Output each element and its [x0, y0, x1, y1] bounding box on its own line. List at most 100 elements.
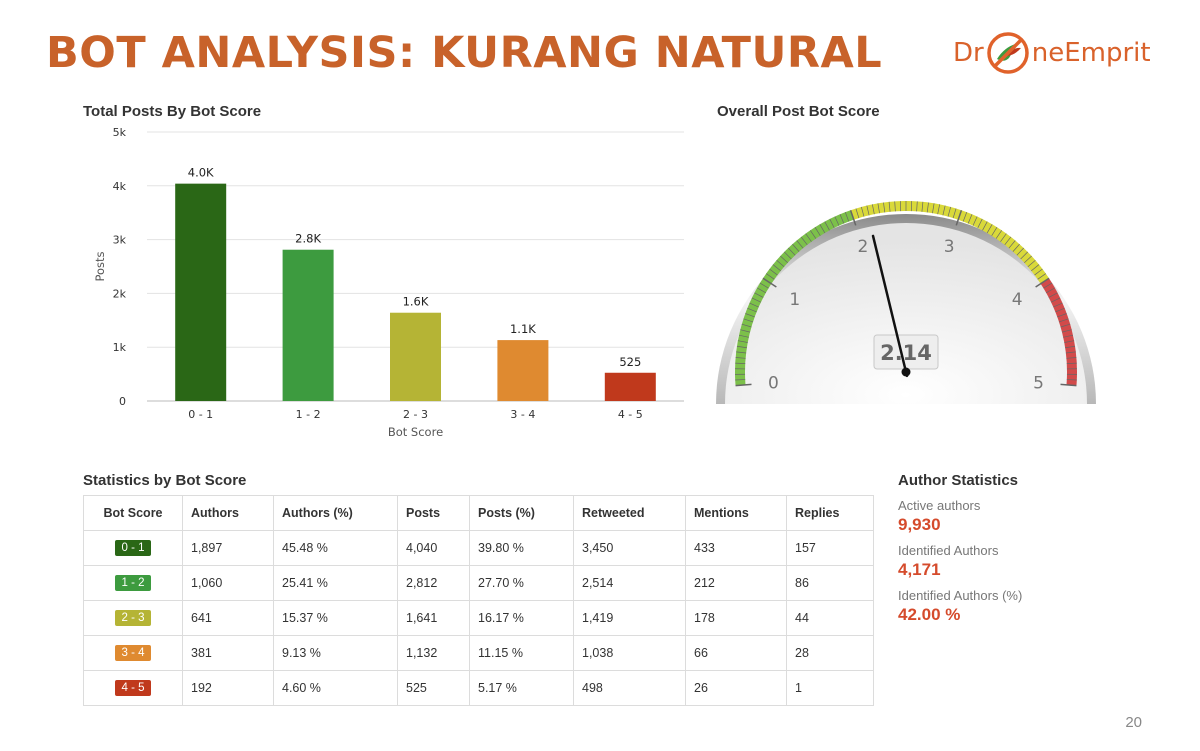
- gauge-tick: [1050, 297, 1061, 303]
- gauge-tick: [754, 292, 764, 298]
- gauge-tick: [780, 255, 788, 264]
- gauge-tick-label: 5: [1033, 374, 1044, 394]
- bot-score-badge: 4 - 5: [115, 680, 151, 696]
- gauge-tick: [1060, 383, 1077, 387]
- x-axis-label: Bot Score: [388, 425, 443, 439]
- page-number: 20: [1125, 714, 1142, 731]
- header-authors-pct: Authors (%): [273, 495, 398, 531]
- x-tick-label: 1 - 2: [296, 408, 321, 421]
- gauge-tick: [1012, 243, 1020, 252]
- gauge-tick: [783, 251, 792, 260]
- stat-label: Identified Authors: [898, 543, 999, 558]
- gauge-tick: [1055, 307, 1065, 313]
- drone-emprit-logo: Dr neEmprit: [953, 26, 1151, 80]
- replies-cell: 1: [786, 670, 874, 706]
- gauge-tick: [1024, 255, 1032, 264]
- gauge-tick: [986, 224, 993, 234]
- gauge-tick: [1060, 323, 1071, 328]
- gauge-tick: [888, 201, 891, 212]
- gauge-tick: [1027, 259, 1036, 268]
- authors-cell: 641: [182, 600, 274, 636]
- bot-score-gauge: 0 1 2 3 4 5 2.14: [716, 201, 1096, 404]
- bot-score-cell: 2 - 3: [83, 600, 183, 636]
- gauge-tick: [1000, 233, 1007, 242]
- gauge-tick: [921, 201, 924, 212]
- gauge-tick-label: 1: [789, 290, 800, 310]
- data-label: 525: [619, 355, 641, 369]
- gauge-tick: [1016, 247, 1024, 256]
- gauge-tick: [745, 313, 755, 318]
- bot-score-cell: 0 - 1: [83, 530, 183, 566]
- replies-cell: 86: [786, 565, 874, 601]
- gauge-tick: [737, 340, 748, 343]
- authors-pct-cell: 25.41 %: [273, 565, 398, 601]
- bot-score-cell: 4 - 5: [83, 670, 183, 706]
- gauge-tick: [1066, 362, 1077, 364]
- gauge-tick: [855, 208, 860, 219]
- posts-pct-cell: 27.70 %: [469, 565, 574, 601]
- gauge-tick: [991, 227, 998, 236]
- gauge-tick: [1043, 282, 1053, 289]
- gauge-tick: [883, 202, 886, 213]
- gauge-tick: [1064, 340, 1075, 343]
- replies-cell: 28: [786, 635, 874, 671]
- gauge-tick: [1046, 287, 1056, 294]
- stat-value: 9,930: [898, 515, 941, 534]
- gauge-needle: [871, 234, 909, 378]
- mentions-cell: 433: [685, 530, 787, 566]
- slide-title: BOT ANALYSIS: KURANG NATURAL: [46, 28, 883, 78]
- authors-cell: 1,897: [182, 530, 274, 566]
- data-label: 1.6K: [403, 295, 429, 309]
- gauge-tick: [824, 221, 830, 231]
- gauge-tick: [834, 216, 840, 226]
- bot-score-cell: 1 - 2: [83, 565, 183, 601]
- gauge-tick: [982, 221, 988, 231]
- header-posts: Posts: [397, 495, 470, 531]
- author-stats-title: Author Statistics: [898, 472, 1019, 489]
- gauge-tick: [1004, 236, 1012, 246]
- gauge-value-label: 2.14: [880, 341, 932, 365]
- replies-cell: 157: [786, 530, 874, 566]
- gauge-tick: [735, 383, 752, 387]
- gauge-tick: [1048, 292, 1058, 298]
- y-axis-label: Posts: [93, 251, 107, 281]
- gauge-title: Overall Post Bot Score: [717, 103, 880, 120]
- gauge-tick: [800, 236, 808, 246]
- gauge-tick: [747, 307, 757, 313]
- header-replies: Replies: [786, 495, 874, 531]
- gauge-tick: [769, 268, 778, 276]
- bot-score-statistics-table: Bot Score Authors Authors (%) Posts Post…: [83, 495, 874, 706]
- y-tick-label: 5k: [113, 126, 127, 139]
- header-authors: Authors: [182, 495, 274, 531]
- posts-pct-cell: 39.80 %: [469, 530, 574, 566]
- gauge-tick: [736, 351, 747, 354]
- authors-pct-cell: 9.13 %: [273, 635, 398, 671]
- gauge-tick: [1066, 357, 1077, 359]
- gauge-tick: [738, 334, 749, 338]
- mentions-cell: 178: [685, 600, 787, 636]
- gauge-tick: [952, 208, 957, 219]
- posts-bar-chart: 0 1k 2k 3k 4k 5k 4.0K 0 - 1 2.8K 1 - 2 1.6K 2 - 3 1.…: [93, 126, 684, 439]
- x-tick-label: 2 - 3: [403, 408, 428, 421]
- mentions-cell: 66: [685, 635, 787, 671]
- gauge-tick: [916, 201, 918, 212]
- gauge-tick: [1035, 277, 1050, 288]
- gauge-tick: [776, 259, 785, 268]
- gauge-tick: [741, 323, 752, 328]
- gauge-tick: [894, 201, 896, 212]
- bot-score-cell: 3 - 4: [83, 635, 183, 671]
- gauge-tick: [765, 273, 775, 280]
- gauge-tick-label: 2: [857, 237, 868, 257]
- header-bot-score: Bot Score: [83, 495, 183, 531]
- table-row: 2 - 3 641 15.37 % 1,641 16.17 % 1,419 17…: [83, 600, 874, 636]
- stat-active-authors: Active authors 9,930: [898, 498, 1158, 535]
- data-label: 4.0K: [188, 166, 214, 180]
- gauge-tick: [809, 230, 817, 239]
- y-tick-label: 1k: [113, 341, 127, 354]
- gauge-tick: [1063, 334, 1074, 338]
- gauge-tick-label: 0: [768, 374, 779, 394]
- gauge-tick: [972, 216, 978, 226]
- bot-score-badge: 3 - 4: [115, 645, 151, 661]
- stat-identified-authors: Identified Authors 4,171: [898, 543, 1158, 580]
- gauge-tick: [796, 240, 804, 249]
